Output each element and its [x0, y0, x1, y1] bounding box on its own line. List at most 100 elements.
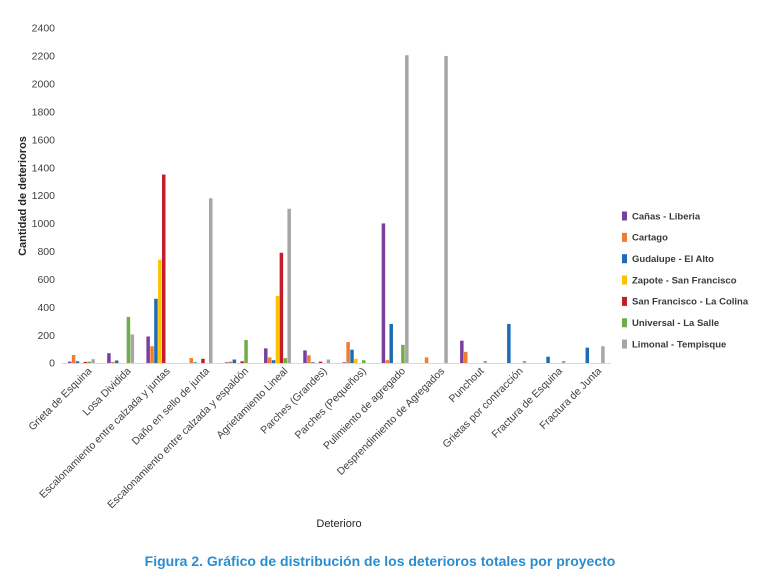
legend-swatch-zapote-san-francisco: [622, 275, 627, 285]
bar-limonal-tempisque-desprendimiento-de-agregados: [444, 55, 448, 364]
bar-gudalupe-el-alto-fractura-de-esquina: [546, 356, 550, 363]
bar-gudalupe-el-alto-dano-en-sello-de-junta: [193, 362, 197, 363]
legend-swatch-san-francisco-la-colina: [622, 296, 627, 306]
bar-limonal-tempisque-fractura-de-esquina: [561, 360, 566, 363]
bar-cartago-grieta-de-esquina: [71, 355, 76, 363]
bar-limonal-tempisque-punchout: [483, 360, 487, 363]
bar-san-francisco-la-colina-grieta-de-esquina: [83, 361, 88, 363]
legend-swatch-limonal-tempisque: [622, 339, 627, 349]
legend-item-universal-la-salle: Universal - La Salle: [622, 318, 719, 329]
bar-san-francisco-la-colina-escalonamiento-entre-calzada-y-juntas: [161, 174, 166, 363]
bar-universal-la-salle-losa-dividida: [126, 316, 131, 363]
bar-canas-liberia-escalonamiento-entre-calzada-y-juntas: [146, 336, 150, 363]
bar-cartago-escalonamiento-entre-calzada-y-espaldon: [228, 361, 233, 363]
bar-cartago-losa-dividida: [111, 361, 115, 363]
bar-canas-liberia-parches-pequenos: [342, 362, 346, 363]
bar-gudalupe-el-alto-grieta-de-esquina: [75, 361, 80, 363]
bar-san-francisco-la-colina-parches-grandes: [318, 361, 323, 363]
bar-limonal-tempisque-agrietamiento-lineal: [287, 208, 291, 363]
bar-canas-liberia-escalonamiento-entre-calzada-y-espaldon: [224, 362, 229, 363]
y-axis-title: Cantidad de deterioros: [17, 136, 29, 256]
bar-canas-liberia-pulimiento-de-agregado: [381, 223, 386, 363]
y-tick-label-1800: 1800: [32, 106, 56, 118]
legend-item-limonal-tempisque: Limonal - Tempisque: [622, 339, 726, 350]
bar-universal-la-salle-pulimiento-de-agregado: [401, 344, 405, 363]
y-tick-label-2000: 2000: [32, 79, 56, 91]
bar-canas-liberia-grieta-de-esquina: [67, 361, 72, 363]
y-tick-label-2400: 2400: [32, 23, 56, 35]
y-tick-label-600: 600: [37, 274, 55, 286]
bars: [67, 55, 605, 364]
legend-item-zapote-san-francisco: Zapote - San Francisco: [622, 275, 737, 286]
legend-swatch-universal-la-salle: [622, 318, 627, 328]
bar-gudalupe-el-alto-pulimiento-de-agregado: [389, 323, 393, 363]
x-tick-label-parches-pequenos: Parches (Pequeños): [293, 365, 369, 441]
bar-gudalupe-el-alto-escalonamiento-entre-calzada-y-espaldon: [232, 359, 237, 363]
bar-gudalupe-el-alto-grietas-por-contraccion: [507, 323, 511, 363]
bar-cartago-dano-en-sello-de-junta: [189, 358, 193, 363]
figure-caption: Figura 2. Gráfico de distribución de los…: [145, 553, 616, 569]
bar-zapote-san-francisco-escalonamiento-entre-calzada-y-juntas: [158, 259, 162, 363]
y-tick-label-1000: 1000: [32, 218, 56, 230]
legend-label-limonal-tempisque: Limonal - Tempisque: [632, 339, 726, 350]
bar-limonal-tempisque-grietas-por-contraccion: [522, 360, 527, 363]
bar-cartago-desprendimiento-de-agregados: [424, 357, 429, 363]
bar-cartago-punchout: [464, 351, 468, 363]
y-tick-label-2200: 2200: [32, 51, 56, 63]
bar-limonal-tempisque-grieta-de-esquina: [91, 359, 95, 363]
legend-label-gudalupe-el-alto: Gudalupe - El Alto: [632, 254, 714, 265]
y-tick-label-1600: 1600: [32, 134, 56, 146]
bar-limonal-tempisque-fractura-de-junta: [601, 346, 605, 363]
x-tick-label-fractura-de-esquina: Fractura de Esquina: [490, 365, 565, 440]
y-tick-label-1400: 1400: [32, 162, 56, 174]
bar-cartago-agrietamiento-lineal: [267, 357, 272, 363]
legend: Cañas - Liberia Cartago Gudalupe - El Alto…: [622, 211, 749, 350]
legend-swatch-gudalupe-el-alto: [622, 254, 627, 264]
bar-zapote-san-francisco-parches-pequenos: [354, 358, 358, 363]
bar-universal-la-salle-escalonamiento-entre-calzada-y-espaldon: [244, 339, 248, 363]
y-tick-label-200: 200: [37, 330, 55, 342]
legend-item-cartago: Cartago: [622, 233, 668, 244]
x-tick-label-parches-grandes: Parches (Grandes): [258, 365, 329, 436]
x-tick-label-grieta-de-esquina: Grieta de Esquina: [26, 365, 94, 433]
bar-universal-la-salle-agrietamiento-lineal: [283, 358, 288, 363]
y-tick-label-0: 0: [49, 358, 55, 370]
bar-san-francisco-la-colina-agrietamiento-lineal: [279, 252, 284, 363]
bar-gudalupe-el-alto-parches-pequenos: [350, 349, 354, 363]
legend-item-canas-liberia: Cañas - Liberia: [622, 211, 701, 222]
bar-universal-la-salle-grieta-de-esquina: [87, 361, 91, 363]
bar-canas-liberia-losa-dividida: [107, 353, 111, 363]
legend-label-zapote-san-francisco: Zapote - San Francisco: [632, 275, 737, 286]
bar-gudalupe-el-alto-fractura-de-junta: [585, 347, 590, 363]
bar-canas-liberia-parches-grandes: [303, 350, 307, 363]
bar-gudalupe-el-alto-losa-dividida: [114, 360, 119, 363]
legend-label-canas-liberia: Cañas - Liberia: [632, 211, 701, 222]
legend-label-cartago: Cartago: [632, 233, 668, 244]
bar-cartago-parches-pequenos: [346, 342, 350, 363]
bar-canas-liberia-agrietamiento-lineal: [264, 348, 268, 363]
x-tick-label-escalonamiento-entre-calzada-y-espaldon: Escalonamiento entre calzada y espaldón: [105, 365, 251, 511]
y-axis-ticks: 0 200 400 600 800 1000 1200 1400 1600 1800 2000 220…: [32, 23, 56, 370]
legend-label-san-francisco-la-colina: San Francisco - La Colina: [632, 297, 749, 308]
bar-gudalupe-el-alto-parches-grandes: [311, 362, 315, 363]
bar-limonal-tempisque-losa-dividida: [130, 334, 135, 363]
bar-san-francisco-la-colina-escalonamiento-entre-calzada-y-espaldon: [240, 361, 244, 363]
legend-item-san-francisco-la-colina: San Francisco - La Colina: [622, 297, 749, 308]
bar-gudalupe-el-alto-agrietamiento-lineal: [271, 360, 276, 363]
legend-item-gudalupe-el-alto: Gudalupe - El Alto: [622, 254, 714, 265]
x-tick-label-punchout: Punchout: [447, 365, 487, 405]
x-tick-label-dano-en-sello-de-junta: Daño en sello de junta: [130, 365, 212, 447]
bar-limonal-tempisque-pulimiento-de-agregado: [405, 55, 409, 363]
x-tick-label-agrietamiento-lineal: Agrietamiento Lineal: [214, 365, 290, 441]
legend-swatch-cartago: [622, 232, 627, 242]
bar-san-francisco-la-colina-dano-en-sello-de-junta: [201, 358, 205, 363]
bar-cartago-escalonamiento-entre-calzada-y-juntas: [150, 346, 154, 363]
bar-cartago-pulimiento-de-agregado: [385, 360, 390, 363]
bar-limonal-tempisque-dano-en-sello-de-junta: [209, 198, 213, 363]
x-axis-title: Deterioro: [316, 518, 361, 530]
bar-cartago-parches-grandes: [307, 355, 311, 363]
bar-gudalupe-el-alto-escalonamiento-entre-calzada-y-juntas: [154, 298, 158, 363]
